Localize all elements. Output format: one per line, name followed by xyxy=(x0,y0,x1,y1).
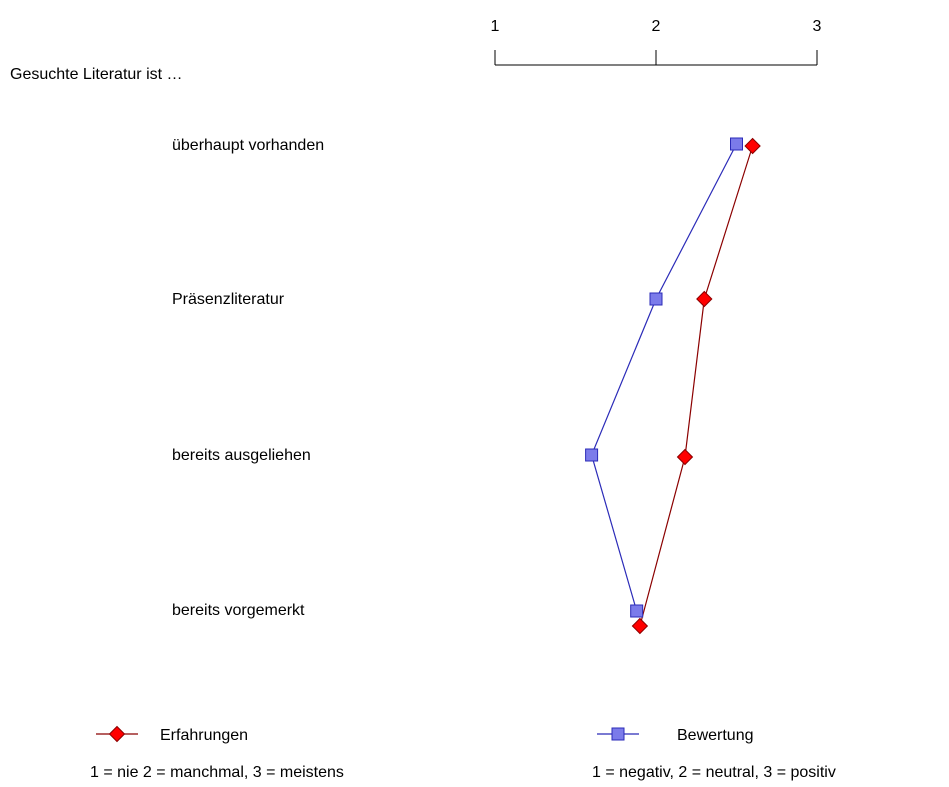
data-point-bewertung xyxy=(585,448,599,462)
category-labels: überhaupt vorhanden Präsenzliteratur berei… xyxy=(172,137,324,619)
data-point-erfahrungen xyxy=(631,617,649,635)
tick-label: 1 xyxy=(491,18,500,35)
scale-axis: 1 2 3 xyxy=(491,18,822,66)
legend: Erfahrungen 1 = nie 2 = manchmal, 3 = mei… xyxy=(90,725,836,781)
data-point-bewertung xyxy=(630,604,644,618)
data-point-bewertung xyxy=(730,137,743,151)
category-label: bereits vorgemerkt xyxy=(172,602,305,619)
series-markers xyxy=(585,137,761,635)
data-point-erfahrungen xyxy=(676,448,694,466)
data-point-erfahrungen xyxy=(696,290,713,308)
series-line-bewertung xyxy=(590,143,738,612)
legend-marker-bewertung xyxy=(611,727,625,741)
legend-note: 1 = negativ, 2 = neutral, 3 = positiv xyxy=(592,764,836,781)
legend-label: Bewertung xyxy=(677,727,754,744)
chart-title: Gesuchte Literatur ist … xyxy=(10,66,183,83)
category-label: überhaupt vorhanden xyxy=(172,137,324,154)
data-point-bewertung xyxy=(649,292,663,306)
data-point-erfahrungen xyxy=(744,137,761,155)
legend-marker-erfahrungen xyxy=(108,725,126,743)
legend-label: Erfahrungen xyxy=(160,727,248,744)
tick-label: 2 xyxy=(652,18,661,35)
series-line-erfahrungen xyxy=(639,145,754,627)
tick-label: 3 xyxy=(813,18,822,35)
legend-note: 1 = nie 2 = manchmal, 3 = meistens xyxy=(90,764,344,781)
category-label: Präsenzliteratur xyxy=(172,291,285,308)
category-label: bereits ausgeliehen xyxy=(172,447,311,464)
series-lines xyxy=(590,143,754,627)
